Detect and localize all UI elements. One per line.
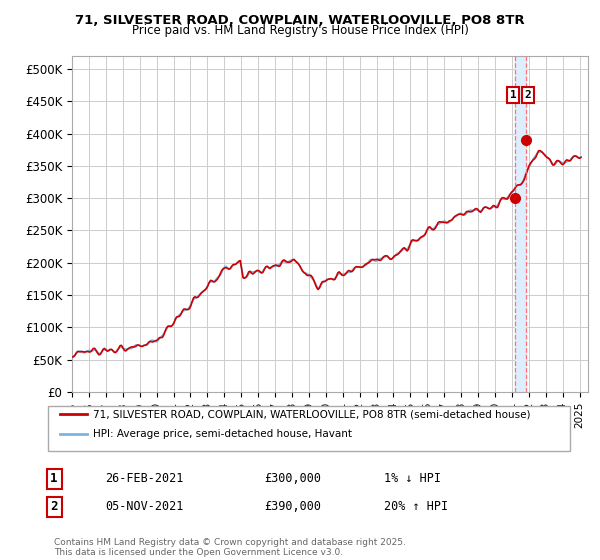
Text: 1: 1 — [50, 472, 58, 486]
Text: HPI: Average price, semi-detached house, Havant: HPI: Average price, semi-detached house,… — [93, 429, 352, 439]
Text: 1: 1 — [509, 90, 516, 100]
Text: 2: 2 — [524, 90, 531, 100]
Text: £390,000: £390,000 — [264, 500, 321, 514]
Text: £300,000: £300,000 — [264, 472, 321, 486]
Text: 05-NOV-2021: 05-NOV-2021 — [105, 500, 184, 514]
Text: 26-FEB-2021: 26-FEB-2021 — [105, 472, 184, 486]
Bar — [515, 56, 526, 392]
Text: 71, SILVESTER ROAD, COWPLAIN, WATERLOOVILLE, PO8 8TR: 71, SILVESTER ROAD, COWPLAIN, WATERLOOVI… — [75, 14, 525, 27]
Text: Price paid vs. HM Land Registry's House Price Index (HPI): Price paid vs. HM Land Registry's House … — [131, 24, 469, 36]
Text: 2: 2 — [50, 500, 58, 514]
Text: Contains HM Land Registry data © Crown copyright and database right 2025.
This d: Contains HM Land Registry data © Crown c… — [54, 538, 406, 557]
Text: 71, SILVESTER ROAD, COWPLAIN, WATERLOOVILLE, PO8 8TR (semi-detached house): 71, SILVESTER ROAD, COWPLAIN, WATERLOOVI… — [93, 409, 530, 419]
Text: 1% ↓ HPI: 1% ↓ HPI — [384, 472, 441, 486]
Text: 20% ↑ HPI: 20% ↑ HPI — [384, 500, 448, 514]
